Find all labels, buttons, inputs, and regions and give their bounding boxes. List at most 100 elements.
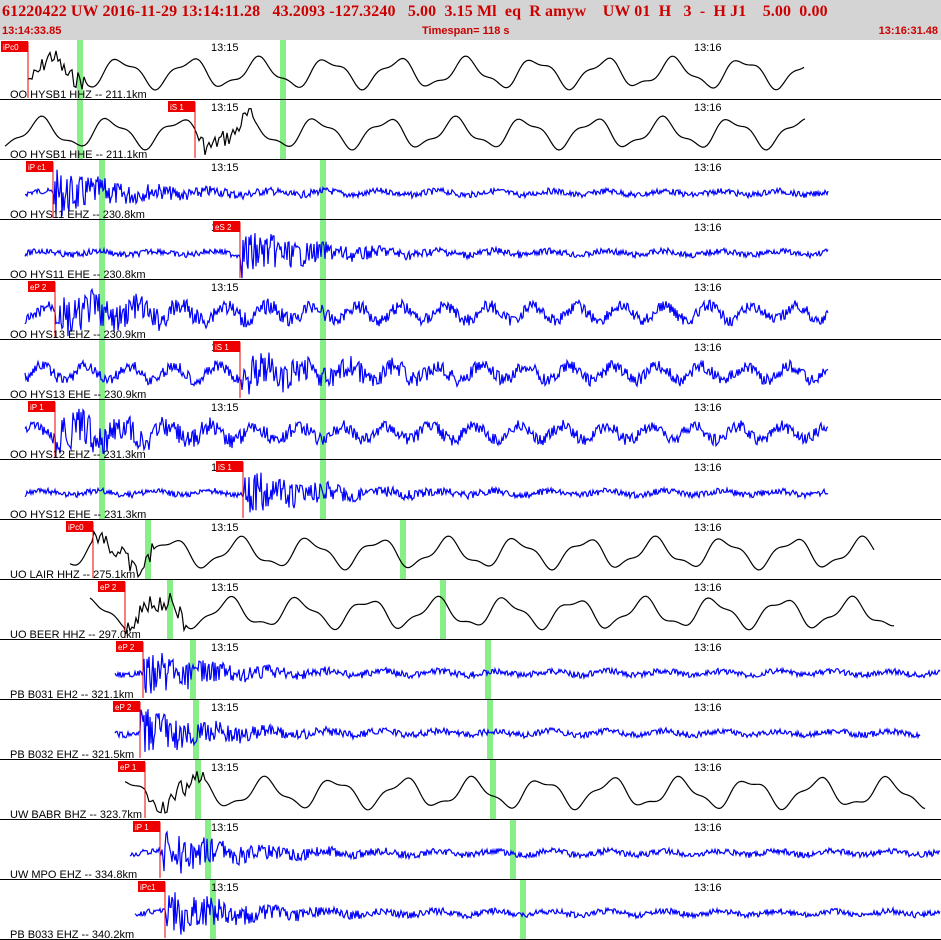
pick-flag[interactable]: [216, 461, 243, 472]
tick-label: 13:15: [211, 42, 239, 54]
trace-label: UW MPO EHZ -- 334.8km: [10, 869, 137, 881]
phase-marker: [77, 100, 83, 160]
waveform: [89, 593, 895, 635]
phase-marker: [510, 820, 516, 880]
trace-row[interactable]: 13:15 13:16 iP 1 UW MPO EHZ -- 334.8km: [0, 820, 941, 881]
tick-label: 13:15: [211, 162, 239, 174]
pick-label: eP 2: [115, 703, 132, 712]
pick-flag[interactable]: [26, 161, 53, 172]
trace-label: OO HYS12 EHZ -- 231.3km: [10, 449, 146, 461]
tick-label: 13:16: [694, 822, 722, 834]
tick-label: 13:16: [694, 402, 722, 414]
tick-label: 13:16: [694, 582, 722, 594]
trace-label: UO BEER HHZ -- 297.0km: [10, 629, 141, 641]
trace-row[interactable]: 13:15 13:16 iPc0 UO LAIR HHZ -- 275.1km: [0, 520, 941, 581]
tick-label: 13:15: [211, 762, 239, 774]
phase-marker: [167, 580, 173, 640]
trace-row[interactable]: 13:15 13:16 iPc1 PB B033 EHZ -- 340.2km: [0, 880, 941, 940]
tick-label: 13:16: [694, 462, 722, 474]
phase-marker: [195, 760, 201, 820]
waveform: [69, 530, 875, 579]
pick-flag[interactable]: [116, 641, 143, 652]
phase-marker: [400, 520, 406, 580]
waveform: [134, 892, 941, 935]
tick-label: 13:16: [694, 882, 722, 894]
trace-label: OO HYS13 EHE -- 230.9km: [10, 389, 146, 401]
phase-marker: [99, 400, 105, 460]
start-time: 13:14:33.85: [2, 25, 62, 37]
phase-marker: [520, 880, 526, 940]
phase-marker: [99, 160, 105, 220]
phase-marker: [99, 220, 105, 280]
tick-label: 13:15: [211, 402, 239, 414]
pick-flag[interactable]: [138, 881, 165, 892]
tick-label: 13:16: [694, 42, 722, 54]
tick-label: 13:16: [694, 762, 722, 774]
pick-label: iPc0: [68, 523, 84, 532]
waveform: [4, 107, 806, 156]
pick-flag[interactable]: [133, 821, 160, 832]
trace-label: OO HYS11 EHE -- 230.8km: [10, 269, 146, 281]
trace-label: OO HYS12 EHE -- 231.3km: [10, 509, 146, 521]
waveform: [24, 287, 829, 337]
tick-label: 13:15: [211, 522, 239, 534]
phase-marker: [193, 700, 199, 760]
timespan-label: Timespan= 118 s: [422, 25, 510, 37]
phase-marker: [487, 700, 493, 760]
phase-marker: [320, 340, 326, 400]
pick-flag[interactable]: [213, 221, 240, 232]
tick-label: 13:15: [211, 882, 239, 894]
trace-row[interactable]: 13:15 13:16 eP 2 UO BEER HHZ -- 297.0km: [0, 580, 941, 641]
trace-row[interactable]: 13:15 13:16 eP 1 UW BABR BHZ -- 323.7km: [0, 760, 941, 821]
tick-label: 13:15: [211, 702, 239, 714]
trace-row[interactable]: 13:15 13:16 iPc0 OO HYSB1 HHZ -- 211.1km: [0, 40, 941, 101]
pick-flag[interactable]: [168, 101, 195, 112]
pick-label: iS 1: [215, 343, 229, 352]
phase-marker: [99, 340, 105, 400]
waveform: [114, 652, 941, 694]
phase-marker: [77, 40, 83, 100]
trace-row[interactable]: 13:15 13:16 iS 1 OO HYSB1 HHE -- 211.1km: [0, 100, 941, 161]
trace-row[interactable]: 13:15 13:16 iP c1 OO HYS11 EHZ -- 230.8km: [0, 160, 941, 221]
tick-label: 13:15: [211, 102, 239, 114]
phase-marker: [190, 640, 196, 700]
pick-label: eP 2: [118, 643, 135, 652]
waveform: [24, 472, 829, 513]
trace-label: PB B033 EHZ -- 340.2km: [10, 929, 134, 940]
phase-marker: [280, 40, 286, 100]
waveform: [129, 830, 941, 874]
pick-flag[interactable]: [213, 341, 240, 352]
pick-label: eP 1: [120, 763, 137, 772]
pick-flag[interactable]: [98, 581, 125, 592]
pick-flag[interactable]: [113, 701, 140, 712]
trace-row[interactable]: 13:15 13:16 eP 2 PB B031 EH2 -- 321.1km: [0, 640, 941, 701]
tick-label: 13:16: [694, 702, 722, 714]
pick-flag[interactable]: [118, 761, 145, 772]
trace-row[interactable]: 13:15 13:16 eP 2 PB B032 EHZ -- 321.5km: [0, 700, 941, 761]
pick-flag[interactable]: [28, 281, 55, 292]
tick-label: 13:15: [211, 642, 239, 654]
pick-flag[interactable]: [1, 41, 28, 52]
pick-label: iP 1: [30, 403, 44, 412]
pick-flag[interactable]: [66, 521, 93, 532]
pick-label: iPc1: [140, 883, 156, 892]
tick-label: 13:16: [694, 642, 722, 654]
pick-label: iP 1: [135, 823, 149, 832]
pick-label: iS 1: [218, 463, 232, 472]
event-title: 61220422 UW 2016-11-29 13:14:11.28 43.20…: [2, 3, 828, 20]
trace-row[interactable]: 13:15 13:16 eP 2 OO HYS13 EHZ -- 230.9km: [0, 280, 941, 341]
pick-flag[interactable]: [28, 401, 55, 412]
waveform: [24, 233, 829, 279]
phase-marker: [440, 580, 446, 640]
trace-row[interactable]: 13:15 13:16 iP 1 OO HYS12 EHZ -- 231.3km: [0, 400, 941, 461]
phase-marker: [280, 100, 286, 160]
waveform: [24, 408, 829, 455]
tick-label: 13:16: [694, 162, 722, 174]
event-header: 61220422 UW 2016-11-29 13:14:11.28 43.20…: [0, 0, 941, 40]
trace-label: OO HYSB1 HHE -- 211.1km: [10, 149, 147, 161]
pick-label: eP 2: [30, 283, 47, 292]
